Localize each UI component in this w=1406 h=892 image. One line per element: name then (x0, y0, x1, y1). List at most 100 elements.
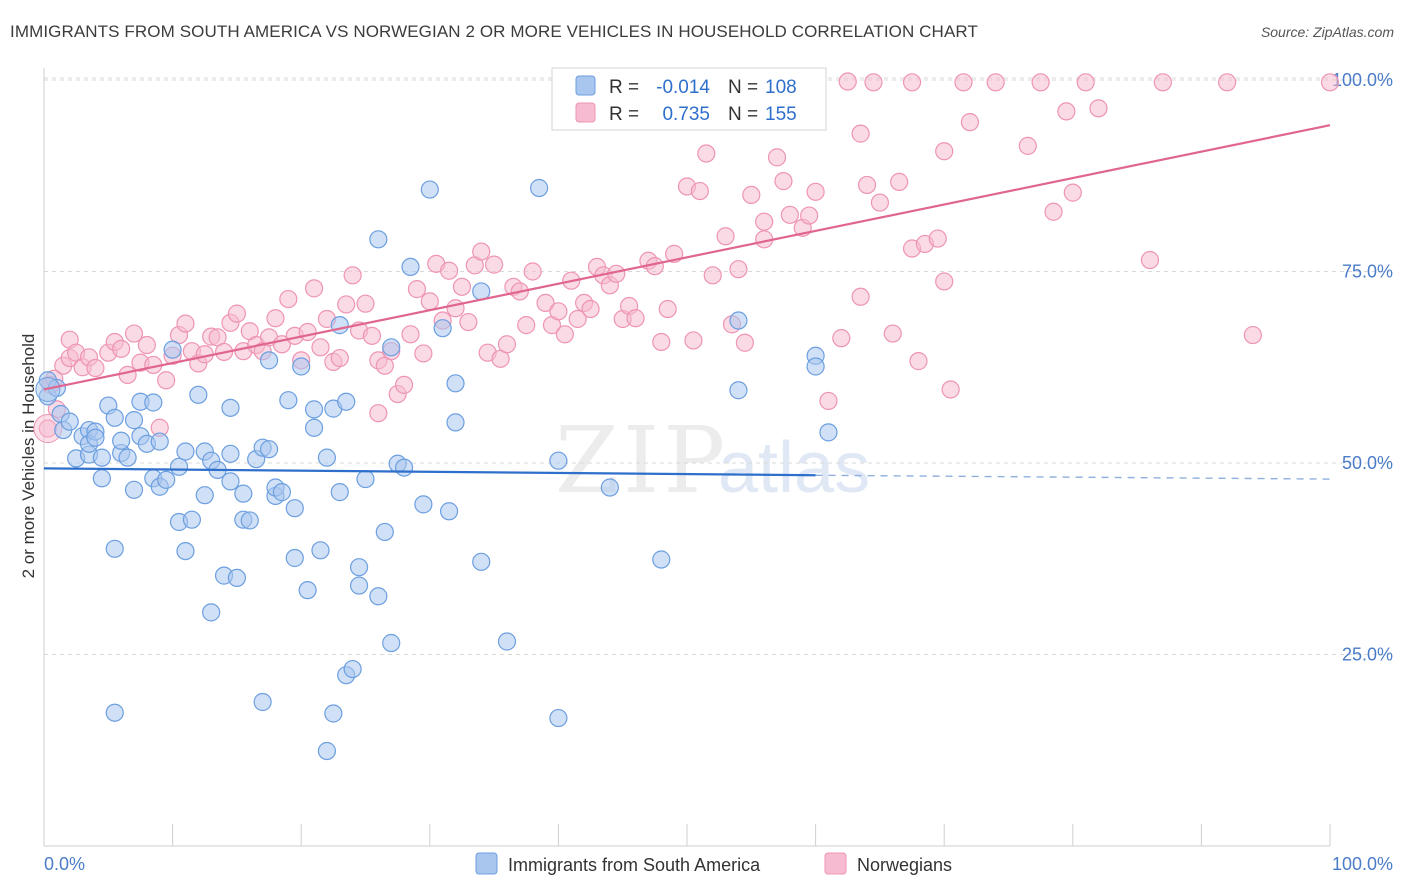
point-norwegians (369, 404, 388, 423)
point-south-america (337, 392, 356, 411)
point-norwegians (1218, 73, 1237, 92)
point-south-america (382, 338, 401, 357)
point-norwegians (414, 344, 433, 363)
point-south-america (298, 581, 317, 600)
point-norwegians (935, 142, 954, 161)
point-norwegians (883, 324, 902, 343)
x-tick-label-min: 0.0% (44, 854, 85, 874)
point-south-america (729, 381, 748, 400)
point-norwegians (755, 212, 774, 231)
point-south-america (549, 708, 568, 728)
stats-legend-box (551, 67, 827, 131)
point-norwegians (497, 335, 517, 354)
point-norwegians (870, 193, 890, 212)
point-south-america (285, 548, 304, 568)
point-norwegians (832, 329, 851, 348)
point-norwegians (86, 358, 105, 378)
stats-legend: R = -0.014 N = 108 R = 0.735 N = 155 (551, 67, 827, 131)
point-norwegians (439, 261, 459, 280)
watermark-zip: ZIP (555, 407, 729, 514)
point-south-america (375, 522, 394, 542)
point-south-america (169, 457, 189, 476)
point-norwegians (517, 316, 536, 335)
point-norwegians (157, 371, 176, 390)
legend-swatch-norwegians (824, 852, 847, 875)
point-south-america (317, 741, 337, 761)
trend-line-south-america-extension (815, 474, 1331, 480)
point-norwegians (1089, 99, 1108, 118)
point-south-america (105, 703, 124, 722)
point-norwegians (555, 325, 574, 344)
point-norwegians (485, 255, 504, 274)
trend-line-south-america (43, 467, 816, 477)
point-south-america (330, 316, 349, 335)
point-norwegians (851, 124, 870, 143)
point-norwegians (658, 299, 677, 319)
point-norwegians (549, 302, 568, 321)
point-south-america (240, 511, 259, 530)
point-south-america (343, 659, 362, 679)
point-norwegians (1140, 250, 1160, 270)
point-south-america (92, 448, 111, 467)
point-norwegians (954, 73, 973, 92)
point-south-america (227, 568, 246, 588)
point-norwegians (279, 289, 298, 309)
point-south-america (195, 486, 214, 505)
point-south-america (439, 502, 459, 521)
point-south-america (806, 357, 825, 376)
point-south-america (234, 484, 253, 503)
point-norwegians (909, 352, 928, 371)
point-norwegians (742, 185, 761, 204)
point-south-america (259, 351, 279, 370)
point-south-america (330, 483, 349, 502)
point-south-america (600, 478, 619, 497)
point-south-america (433, 319, 452, 338)
point-south-america (446, 374, 465, 393)
point-south-america (382, 633, 401, 653)
point-norwegians (902, 73, 922, 92)
point-norwegians (330, 348, 349, 368)
point-norwegians (729, 260, 748, 279)
legend-swatch-south-america (475, 852, 498, 875)
chart-source: Source: ZipAtlas.com (1260, 24, 1394, 40)
point-norwegians (311, 338, 330, 357)
point-south-america (356, 469, 375, 489)
point-south-america (259, 440, 279, 459)
point-norwegians (536, 293, 555, 313)
point-norwegians (716, 227, 735, 246)
point-norwegians (394, 375, 414, 394)
point-norwegians (735, 333, 754, 352)
x-tick-marks (43, 824, 1331, 846)
y-tick-labels: 25.0% 50.0% 75.0% 100.0% (1332, 70, 1393, 665)
point-south-america (176, 541, 195, 561)
point-south-america (253, 692, 272, 712)
point-norwegians (697, 144, 716, 163)
stats-r-label-1: R = (609, 77, 639, 98)
point-norwegians (890, 172, 909, 191)
point-norwegians (568, 309, 587, 329)
point-norwegians (523, 262, 542, 281)
point-south-america (105, 408, 124, 427)
point-norwegians (774, 172, 793, 191)
point-norwegians (446, 299, 465, 318)
point-south-america (311, 541, 330, 560)
point-norwegians (124, 324, 144, 343)
stats-n-label-2: N = (728, 104, 758, 125)
point-norwegians (581, 299, 600, 319)
point-norwegians (652, 332, 671, 352)
point-south-america (819, 423, 838, 442)
point-south-america (124, 480, 144, 499)
point-norwegians (1057, 102, 1076, 121)
point-south-america (349, 558, 369, 577)
point-norwegians (356, 294, 375, 313)
point-norwegians (626, 309, 645, 328)
point-south-america (285, 499, 304, 518)
point-norwegians (298, 322, 317, 342)
point-south-america (176, 442, 195, 461)
point-south-america (112, 431, 131, 450)
point-south-america (304, 418, 324, 437)
point-norwegians (1243, 325, 1262, 345)
point-south-america (150, 432, 169, 451)
point-norwegians (1063, 183, 1082, 202)
